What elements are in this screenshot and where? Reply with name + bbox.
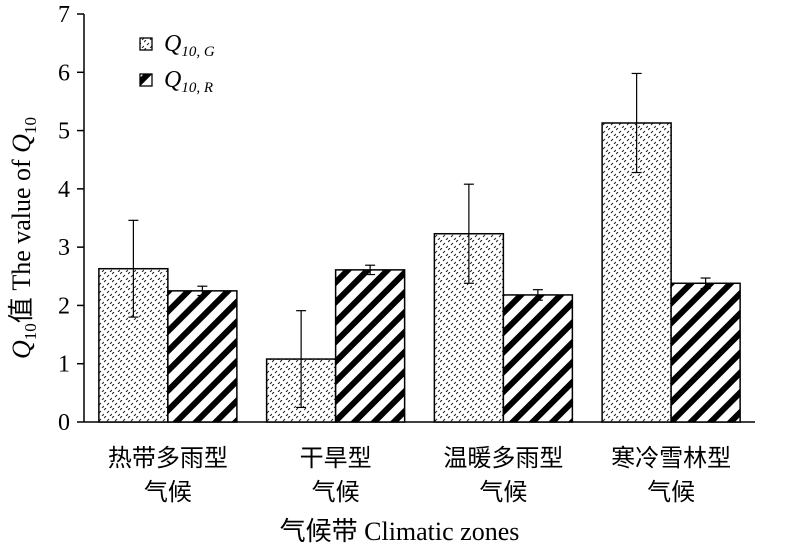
legend-label-q10-g: Q10, G (164, 31, 215, 60)
legend-swatch-q10-r (139, 73, 153, 87)
x-category-label: 干旱型 (300, 445, 372, 472)
y-tick-label: 7 (58, 2, 70, 28)
y-tick-label: 1 (58, 352, 70, 378)
x-category-label-line2: 气候 (312, 479, 360, 506)
legend: Q10, G Q10, R (139, 31, 215, 96)
bar-q10-r (167, 290, 238, 423)
y-tick-label: 2 (58, 293, 70, 319)
x-category-label: 寒冷雪林型 (611, 445, 731, 472)
y-tick-label: 0 (58, 410, 70, 436)
x-category-label: 温暖多雨型 (443, 445, 563, 472)
y-axis-title-sub: 10 (21, 323, 40, 340)
y-axis-title-sub2: 10 (21, 117, 40, 134)
x-category-label-line2: 气候 (647, 479, 695, 506)
y-tick-label: 3 (58, 235, 70, 261)
y-axis-title-q: Q (7, 340, 36, 359)
x-category-label-line2: 气候 (479, 479, 527, 506)
error-bar (631, 72, 642, 174)
error-bar (700, 277, 711, 290)
x-category-label: 热带多雨型 (108, 445, 228, 472)
error-bar (296, 310, 307, 409)
bars (98, 122, 741, 423)
legend-swatch-q10-g (139, 37, 153, 51)
bar-q10-r (334, 269, 406, 423)
error-bar (365, 264, 376, 276)
error-bar (463, 183, 474, 284)
bar-q10-r (670, 282, 741, 423)
error-bar (197, 285, 208, 297)
y-ticks: 0 1 2 3 4 5 6 7 (58, 2, 84, 436)
x-axis-title: 气候带 Climatic zones (280, 517, 520, 546)
y-axis-title-text: 值 The value of (7, 153, 36, 323)
bar-q10-r (502, 294, 574, 423)
y-tick-label: 6 (58, 60, 70, 86)
error-bars (128, 72, 711, 409)
legend-label-q10-r: Q10, R (164, 67, 213, 96)
y-axis-title-q2: Q (7, 134, 36, 153)
x-category-label-line2: 气候 (144, 479, 192, 506)
error-bar (128, 219, 139, 318)
y-axis-title: Q10值 The value of Q10 (7, 117, 40, 359)
y-tick-label: 5 (58, 119, 70, 145)
y-tick-label: 4 (58, 177, 70, 203)
error-bar (532, 289, 543, 301)
bar-q10-g (433, 232, 505, 423)
